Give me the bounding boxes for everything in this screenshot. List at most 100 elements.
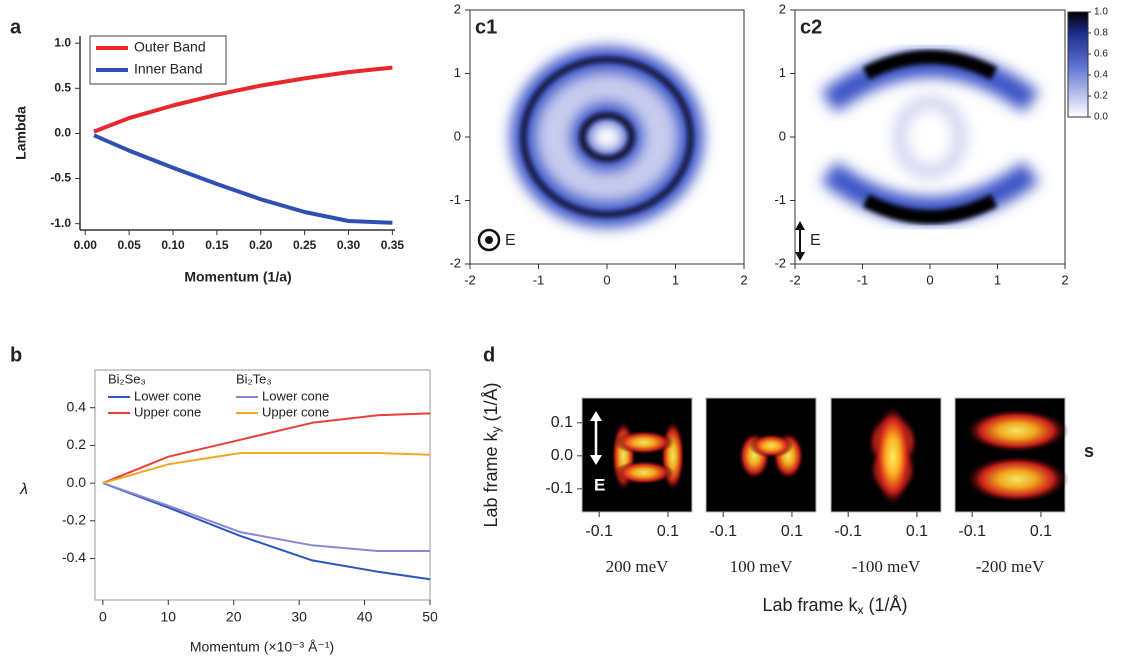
y-axis-label: λ: [19, 481, 28, 498]
y-tick-label: -1: [449, 192, 461, 207]
subplot-label: 200 meV: [606, 557, 670, 576]
ylabel: Lab frame ky(1/Å): [481, 382, 503, 527]
y-axis-label: Lambda: [13, 106, 29, 160]
x-tick-label: 10: [160, 609, 176, 625]
y-tick-label: 1: [454, 65, 461, 80]
y-tick-label: -1.0: [50, 216, 71, 230]
panel-label: b: [10, 344, 22, 366]
x-tick-label: 0.20: [249, 238, 273, 252]
x-tick-label: 0.25: [293, 238, 317, 252]
legend-label: Lower cone: [262, 388, 329, 403]
intensity-blob: [965, 409, 1069, 453]
x-tick-label: 0: [99, 609, 107, 625]
x-tick-label: -0.1: [709, 523, 737, 540]
x-tick-label: 20: [226, 609, 242, 625]
x-tick-label: -0.1: [958, 523, 986, 540]
x-tick-label: -2: [464, 272, 476, 287]
subplot-label: -200 meV: [976, 557, 1045, 576]
x-tick-label: -1: [533, 272, 545, 287]
x-tick-label: 0.05: [117, 238, 141, 252]
side-label: s: [1084, 441, 1094, 461]
colorbar-tick-label: 1.0: [1094, 7, 1108, 18]
subplot-label: 100 meV: [730, 557, 794, 576]
x-tick-label: -0.1: [585, 523, 613, 540]
intensity-blob: [965, 455, 1069, 503]
colorbar-tick-label: 0.8: [1094, 28, 1108, 39]
annotation: E: [810, 232, 821, 249]
x-tick-label: 0.15: [205, 238, 229, 252]
x-axis-label: Momentum (×10⁻³ Å⁻¹): [190, 639, 334, 655]
y-tick-label: 0.0: [67, 474, 87, 490]
y-tick-label: -0.1: [545, 480, 573, 497]
x-tick-label: 1: [672, 272, 679, 287]
series-line: [94, 135, 392, 223]
y-tick-label: 0: [454, 128, 461, 143]
colorbar: [1068, 12, 1088, 117]
x-axis-label: Momentum (1/a): [184, 269, 291, 285]
image-background: [795, 10, 1065, 264]
series-line: [103, 453, 430, 483]
panel-label: a: [10, 16, 22, 38]
y-tick-label: -0.5: [50, 171, 71, 185]
series-line: [103, 413, 430, 483]
y-tick-label: 1: [779, 65, 786, 80]
x-tick-label: -1: [857, 272, 869, 287]
legend-label: Inner Band: [134, 61, 203, 77]
intensity-blob: [614, 461, 674, 485]
panel-label: c1: [475, 16, 497, 38]
legend-title: Bi₂Se₃: [108, 371, 146, 386]
x-tick-label: 0.30: [337, 238, 361, 252]
xlabel-text: Lab frame k: [762, 595, 858, 615]
intensity-blob: [749, 434, 793, 458]
y-tick-label: 2: [454, 1, 461, 16]
x-tick-label: 2: [1061, 272, 1068, 287]
intensity-blob: [614, 430, 674, 454]
x-tick-label: 50: [422, 609, 438, 625]
ylabel-text: Lab frame k: [481, 431, 501, 527]
y-tick-label: 0.0: [551, 447, 573, 464]
colorbar-tick-label: 0.4: [1094, 70, 1108, 81]
y-tick-label: -1: [774, 192, 786, 207]
legend-label: Upper cone: [262, 404, 329, 419]
x-tick-label: 0: [603, 272, 610, 287]
subplot-label: -100 meV: [852, 557, 921, 576]
y-tick-label: 0.0: [54, 126, 71, 140]
y-tick-label: 0.2: [67, 436, 87, 452]
x-tick-label: -2: [789, 272, 801, 287]
colorbar-tick-label: 0.0: [1094, 112, 1108, 123]
legend-label: Outer Band: [134, 39, 206, 55]
colorbar-tick-label: 0.2: [1094, 91, 1108, 102]
x-tick-label: 0.10: [161, 238, 185, 252]
legend-label: Lower cone: [134, 388, 201, 403]
x-tick-label: 0.00: [74, 238, 98, 252]
y-tick-label: 0.5: [54, 81, 71, 95]
y-tick-label: -0.2: [62, 512, 86, 528]
y-tick-label: 2: [779, 1, 786, 16]
intensity-blob: [873, 404, 913, 508]
x-tick-label: 0.1: [1030, 523, 1052, 540]
series-line: [103, 483, 430, 551]
panel-label: c2: [800, 16, 822, 38]
x-tick-label: 0: [926, 272, 933, 287]
x-tick-label: 0.1: [906, 523, 928, 540]
annotation: E: [594, 475, 605, 494]
y-tick-label: 0: [779, 128, 786, 143]
y-tick-label: -2: [449, 255, 461, 270]
x-tick-label: 40: [357, 609, 373, 625]
legend-title: Bi₂Te₃: [236, 371, 272, 386]
x-tick-label: 0.35: [381, 238, 405, 252]
x-tick-label: 30: [291, 609, 307, 625]
x-tick-label: 0.1: [781, 523, 803, 540]
figure: 0.000.050.100.150.200.250.300.351.00.50.…: [0, 0, 1126, 664]
ylabel-unit: (1/Å): [481, 382, 501, 421]
xlabel-sub: x: [858, 603, 864, 617]
y-tick-label: 0.4: [67, 398, 87, 414]
xlabel: Lab frame kx(1/Å): [762, 595, 907, 617]
colorbar-tick-label: 0.6: [1094, 49, 1108, 60]
x-tick-label: 2: [740, 272, 747, 287]
y-tick-label: 0.1: [551, 414, 573, 431]
y-tick-label: -2: [774, 255, 786, 270]
e-symbol-dot: [485, 236, 493, 244]
x-tick-label: 1: [994, 272, 1001, 287]
panel-label: d: [483, 344, 495, 366]
